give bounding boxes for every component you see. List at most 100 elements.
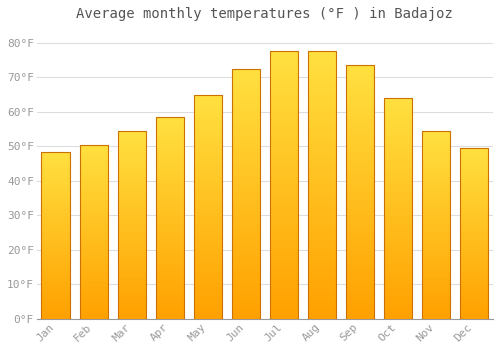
Bar bbox=[42, 304, 70, 306]
Bar bbox=[194, 155, 222, 158]
Bar bbox=[460, 228, 488, 230]
Bar bbox=[384, 171, 412, 173]
Bar bbox=[118, 150, 146, 152]
Bar bbox=[80, 289, 108, 291]
Bar bbox=[232, 181, 260, 184]
Bar bbox=[308, 113, 336, 116]
Bar bbox=[384, 261, 412, 264]
Bar bbox=[194, 102, 222, 104]
Bar bbox=[156, 301, 184, 303]
Bar bbox=[232, 284, 260, 286]
Bar bbox=[232, 211, 260, 214]
Bar bbox=[346, 85, 374, 88]
Bar bbox=[118, 274, 146, 276]
Bar bbox=[118, 214, 146, 216]
Bar bbox=[346, 256, 374, 258]
Bar bbox=[460, 152, 488, 153]
Bar bbox=[460, 292, 488, 293]
Bar bbox=[422, 165, 450, 167]
Bar bbox=[270, 241, 298, 244]
Bar bbox=[80, 188, 108, 190]
Bar bbox=[194, 184, 222, 187]
Bar bbox=[270, 113, 298, 116]
Bar bbox=[422, 187, 450, 189]
Bar bbox=[156, 212, 184, 214]
Bar bbox=[156, 166, 184, 168]
Bar bbox=[232, 136, 260, 139]
Bar bbox=[308, 287, 336, 289]
Bar bbox=[460, 237, 488, 239]
Bar bbox=[270, 169, 298, 172]
Bar bbox=[232, 81, 260, 84]
Bar bbox=[118, 232, 146, 234]
Bar bbox=[460, 218, 488, 220]
Bar bbox=[460, 285, 488, 286]
Bar bbox=[42, 183, 70, 185]
Bar bbox=[422, 150, 450, 152]
Bar bbox=[384, 204, 412, 206]
Bar bbox=[270, 76, 298, 78]
Bar bbox=[384, 281, 412, 284]
Bar bbox=[194, 216, 222, 218]
Bar bbox=[422, 261, 450, 262]
Bar bbox=[42, 277, 70, 279]
Bar bbox=[308, 142, 336, 145]
Bar bbox=[232, 134, 260, 136]
Bar bbox=[232, 204, 260, 206]
Bar bbox=[232, 294, 260, 296]
Bar bbox=[346, 101, 374, 103]
Bar bbox=[232, 156, 260, 159]
Bar bbox=[232, 191, 260, 194]
Bar bbox=[232, 279, 260, 281]
Bar bbox=[80, 219, 108, 221]
Bar bbox=[80, 317, 108, 319]
Bar bbox=[42, 250, 70, 252]
Bar bbox=[194, 169, 222, 171]
Bar bbox=[346, 111, 374, 113]
Bar bbox=[384, 284, 412, 286]
Bar bbox=[156, 226, 184, 228]
Bar bbox=[232, 194, 260, 196]
Bar bbox=[346, 164, 374, 167]
Bar bbox=[422, 289, 450, 291]
Bar bbox=[384, 268, 412, 270]
Bar bbox=[384, 138, 412, 140]
Bar bbox=[156, 184, 184, 186]
Bar bbox=[80, 183, 108, 185]
Bar bbox=[232, 261, 260, 264]
Bar bbox=[422, 191, 450, 193]
Bar bbox=[156, 119, 184, 121]
Bar bbox=[346, 266, 374, 268]
Bar bbox=[194, 292, 222, 294]
Bar bbox=[194, 254, 222, 256]
Bar bbox=[384, 299, 412, 301]
Bar bbox=[384, 151, 412, 153]
Bar bbox=[460, 307, 488, 309]
Bar bbox=[308, 188, 336, 190]
Bar bbox=[270, 247, 298, 249]
Bar bbox=[194, 124, 222, 126]
Bar bbox=[346, 180, 374, 182]
Bar bbox=[42, 152, 70, 319]
Bar bbox=[42, 163, 70, 165]
Bar bbox=[346, 68, 374, 70]
Bar bbox=[270, 140, 298, 142]
Bar bbox=[80, 246, 108, 247]
Bar bbox=[80, 240, 108, 242]
Bar bbox=[232, 164, 260, 166]
Bar bbox=[232, 139, 260, 141]
Bar bbox=[270, 303, 298, 306]
Bar bbox=[308, 206, 336, 209]
Bar bbox=[232, 69, 260, 71]
Bar bbox=[460, 254, 488, 256]
Bar bbox=[194, 256, 222, 258]
Bar bbox=[156, 234, 184, 236]
Bar bbox=[232, 74, 260, 76]
Bar bbox=[80, 190, 108, 192]
Bar bbox=[232, 214, 260, 216]
Bar bbox=[42, 267, 70, 269]
Bar bbox=[422, 144, 450, 146]
Bar bbox=[232, 199, 260, 201]
Bar bbox=[460, 244, 488, 245]
Bar bbox=[422, 249, 450, 251]
